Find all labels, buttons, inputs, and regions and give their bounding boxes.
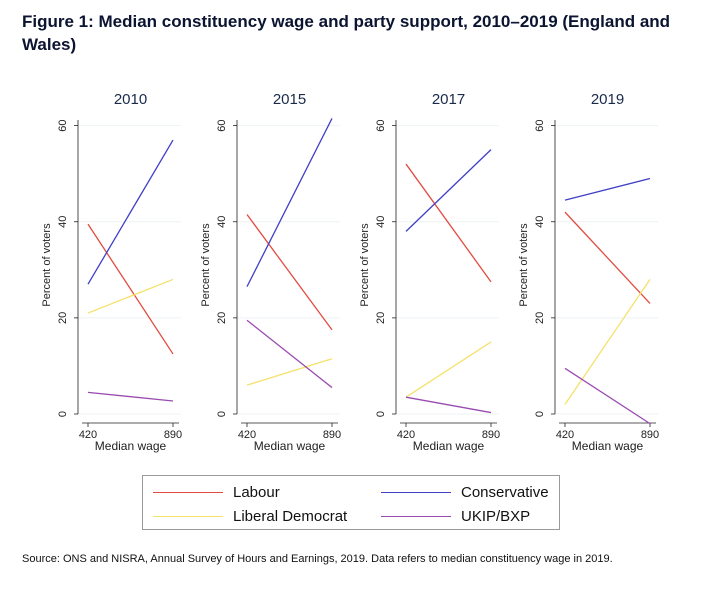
y-tick-label-40: 40 bbox=[216, 216, 228, 228]
y-tick-label-0: 0 bbox=[57, 411, 69, 417]
legend-label-liberal-democrat: Liberal Democrat bbox=[233, 507, 348, 525]
x-axis-label: Median wage bbox=[95, 439, 167, 453]
x-tick-label-890: 890 bbox=[482, 429, 500, 441]
y-tick-label-0: 0 bbox=[216, 411, 228, 417]
y-tick-label-0: 0 bbox=[375, 411, 387, 417]
panel-title: 2019 bbox=[591, 91, 624, 108]
legend-swatch-conservative bbox=[381, 491, 451, 493]
series-line-labour bbox=[405, 163, 492, 283]
legend-item-conservative: Conservative bbox=[381, 482, 549, 502]
series-line-conservative bbox=[87, 139, 174, 285]
series-line-ukip-bxp bbox=[564, 367, 651, 425]
y-tick-label-20: 20 bbox=[216, 312, 228, 324]
legend-swatch-labour bbox=[153, 491, 223, 493]
legend-label-labour: Labour bbox=[233, 483, 280, 501]
y-tick-label-60: 60 bbox=[375, 119, 387, 131]
series-line-ukip-bxp bbox=[405, 396, 492, 414]
y-tick-label-20: 20 bbox=[57, 312, 69, 324]
series-line-liberal-democrat bbox=[405, 341, 492, 398]
series-line-ukip-bxp bbox=[246, 319, 333, 389]
panel-title: 2017 bbox=[432, 91, 465, 108]
series-line-labour bbox=[564, 211, 651, 304]
x-tick-label-420: 420 bbox=[556, 429, 574, 441]
y-tick-label-0: 0 bbox=[534, 411, 546, 417]
series-line-conservative bbox=[246, 118, 333, 287]
series-line-liberal-democrat bbox=[87, 278, 174, 314]
series-line-conservative bbox=[564, 177, 651, 201]
legend-label-ukip-bxp: UKIP/BXP bbox=[461, 507, 531, 525]
y-axis-label: Percent of voters bbox=[41, 223, 53, 307]
legend-item-liberal-democrat: Liberal Democrat bbox=[153, 506, 347, 526]
x-tick-label-890: 890 bbox=[323, 429, 341, 441]
series-line-liberal-democrat bbox=[246, 358, 333, 386]
x-tick-label-890: 890 bbox=[164, 429, 182, 441]
series-line-conservative bbox=[405, 149, 492, 232]
y-axis-label: Percent of voters bbox=[359, 223, 371, 307]
y-tick-label-40: 40 bbox=[57, 216, 69, 228]
y-tick-label-20: 20 bbox=[375, 312, 387, 324]
panel-title: 2010 bbox=[114, 91, 147, 108]
legend-item-ukip-bxp: UKIP/BXP bbox=[381, 506, 530, 526]
x-tick-label-890: 890 bbox=[641, 429, 659, 441]
figure-title: Figure 1: Median constituency wage and p… bbox=[22, 12, 671, 54]
source-note: Source: ONS and NISRA, Annual Survey of … bbox=[22, 553, 613, 565]
series-line-ukip-bxp bbox=[87, 391, 174, 402]
legend-item-labour: Labour bbox=[153, 482, 280, 502]
x-axis-label: Median wage bbox=[413, 439, 485, 453]
y-tick-label-20: 20 bbox=[534, 312, 546, 324]
series-line-liberal-democrat bbox=[564, 279, 651, 405]
y-axis-label: Percent of voters bbox=[518, 223, 530, 307]
y-tick-label-40: 40 bbox=[375, 216, 387, 228]
x-axis-label: Median wage bbox=[572, 439, 644, 453]
y-axis-label: Percent of voters bbox=[200, 223, 212, 307]
legend-label-conservative: Conservative bbox=[461, 483, 549, 501]
y-tick-label-60: 60 bbox=[57, 119, 69, 131]
y-tick-label-40: 40 bbox=[534, 216, 546, 228]
x-tick-label-420: 420 bbox=[397, 429, 415, 441]
x-tick-label-420: 420 bbox=[79, 429, 97, 441]
y-tick-label-60: 60 bbox=[216, 119, 228, 131]
x-axis-label: Median wage bbox=[254, 439, 326, 453]
series-line-labour bbox=[87, 223, 174, 355]
x-tick-label-420: 420 bbox=[238, 429, 256, 441]
panel-title: 2015 bbox=[273, 91, 306, 108]
legend: Labour Conservative Liberal Democrat UKI… bbox=[142, 475, 560, 530]
legend-swatch-liberal-democrat bbox=[153, 515, 223, 517]
y-tick-label-60: 60 bbox=[534, 119, 546, 131]
series-line-labour bbox=[246, 214, 333, 331]
legend-swatch-ukip-bxp bbox=[381, 515, 451, 517]
